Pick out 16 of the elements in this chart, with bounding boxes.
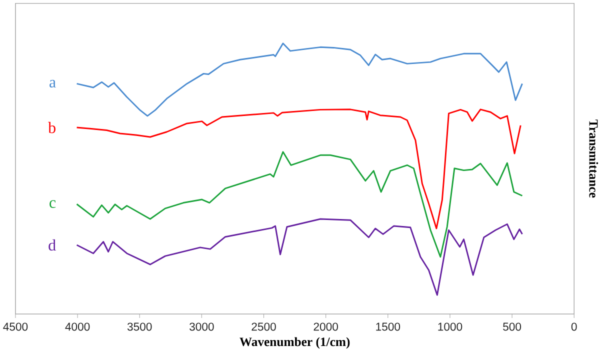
x-tick-label: 0 <box>571 322 577 331</box>
series-label: d <box>48 239 56 251</box>
x-tick-label: 1000 <box>438 322 462 331</box>
series-label: c <box>50 200 56 208</box>
series-label: a <box>50 80 56 88</box>
y-axis-title: Transmittance <box>589 120 598 198</box>
x-tick-label: 1500 <box>376 322 400 331</box>
x-tick-label: 2000 <box>314 322 338 331</box>
x-tick-label: 4500 <box>3 322 28 331</box>
x-tick-label: 2500 <box>252 322 276 331</box>
x-tick-label: 3000 <box>190 322 214 331</box>
series-label: b <box>48 122 56 134</box>
x-tick-label: 4000 <box>65 322 90 331</box>
x-tick-label: 500 <box>503 322 522 331</box>
x-axis-title: Wavenumber (1/cm) <box>240 337 350 349</box>
x-tick-label: 3500 <box>127 322 152 331</box>
